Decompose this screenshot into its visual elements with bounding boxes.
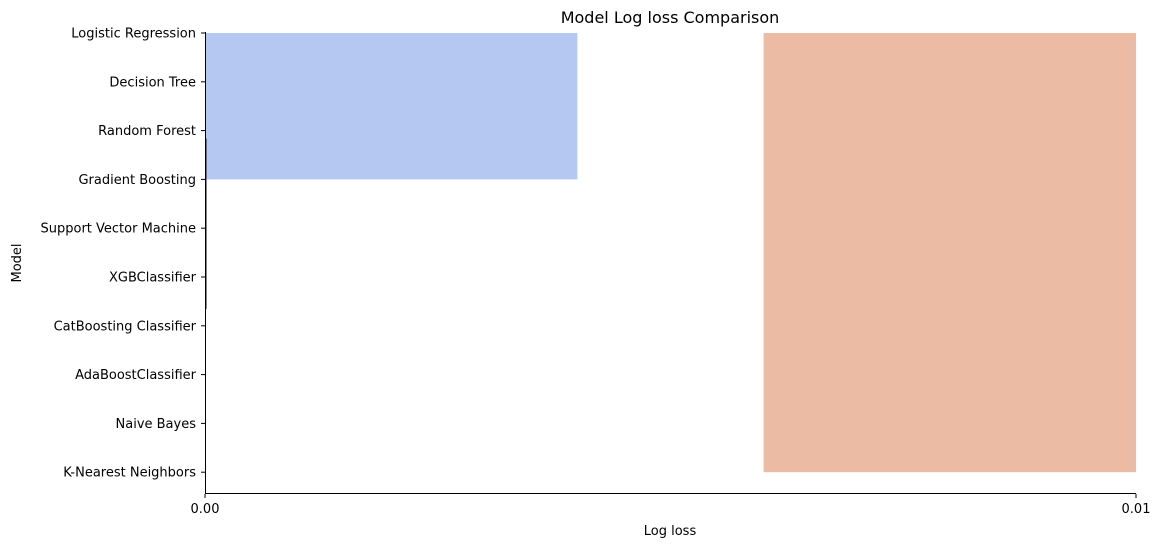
x-axis-ticks: 0.00 0.01 [191, 494, 1151, 517]
y-tick-label: Support Vector Machine [41, 222, 197, 237]
y-axis-ticks: Logistic Regression Decision Tree Random F… [41, 27, 205, 481]
y-tick-label: AdaBoostClassifier [75, 368, 197, 383]
x-axis-label: Log loss [644, 524, 697, 539]
y-tick-label: Logistic Regression [71, 27, 196, 42]
y-tick-label: Naive Bayes [116, 417, 197, 432]
chart-title: Model Log loss Comparison [561, 8, 780, 27]
y-tick-label: CatBoosting Classifier [54, 319, 197, 334]
x-tick-label: 0.00 [191, 502, 220, 517]
y-tick-label: Random Forest [98, 124, 196, 139]
y-tick-label: Decision Tree [109, 75, 196, 90]
y-tick-label: K-Nearest Neighbors [63, 466, 196, 481]
y-tick-label: XGBClassifier [109, 271, 197, 286]
bars-layer [205, 33, 1136, 473]
bar-1 [205, 33, 578, 180]
bar-2 [763, 33, 1136, 473]
y-tick-label: Gradient Boosting [78, 173, 196, 188]
y-axis-label: Model [10, 243, 25, 282]
x-tick-label: 0.01 [1122, 502, 1151, 517]
